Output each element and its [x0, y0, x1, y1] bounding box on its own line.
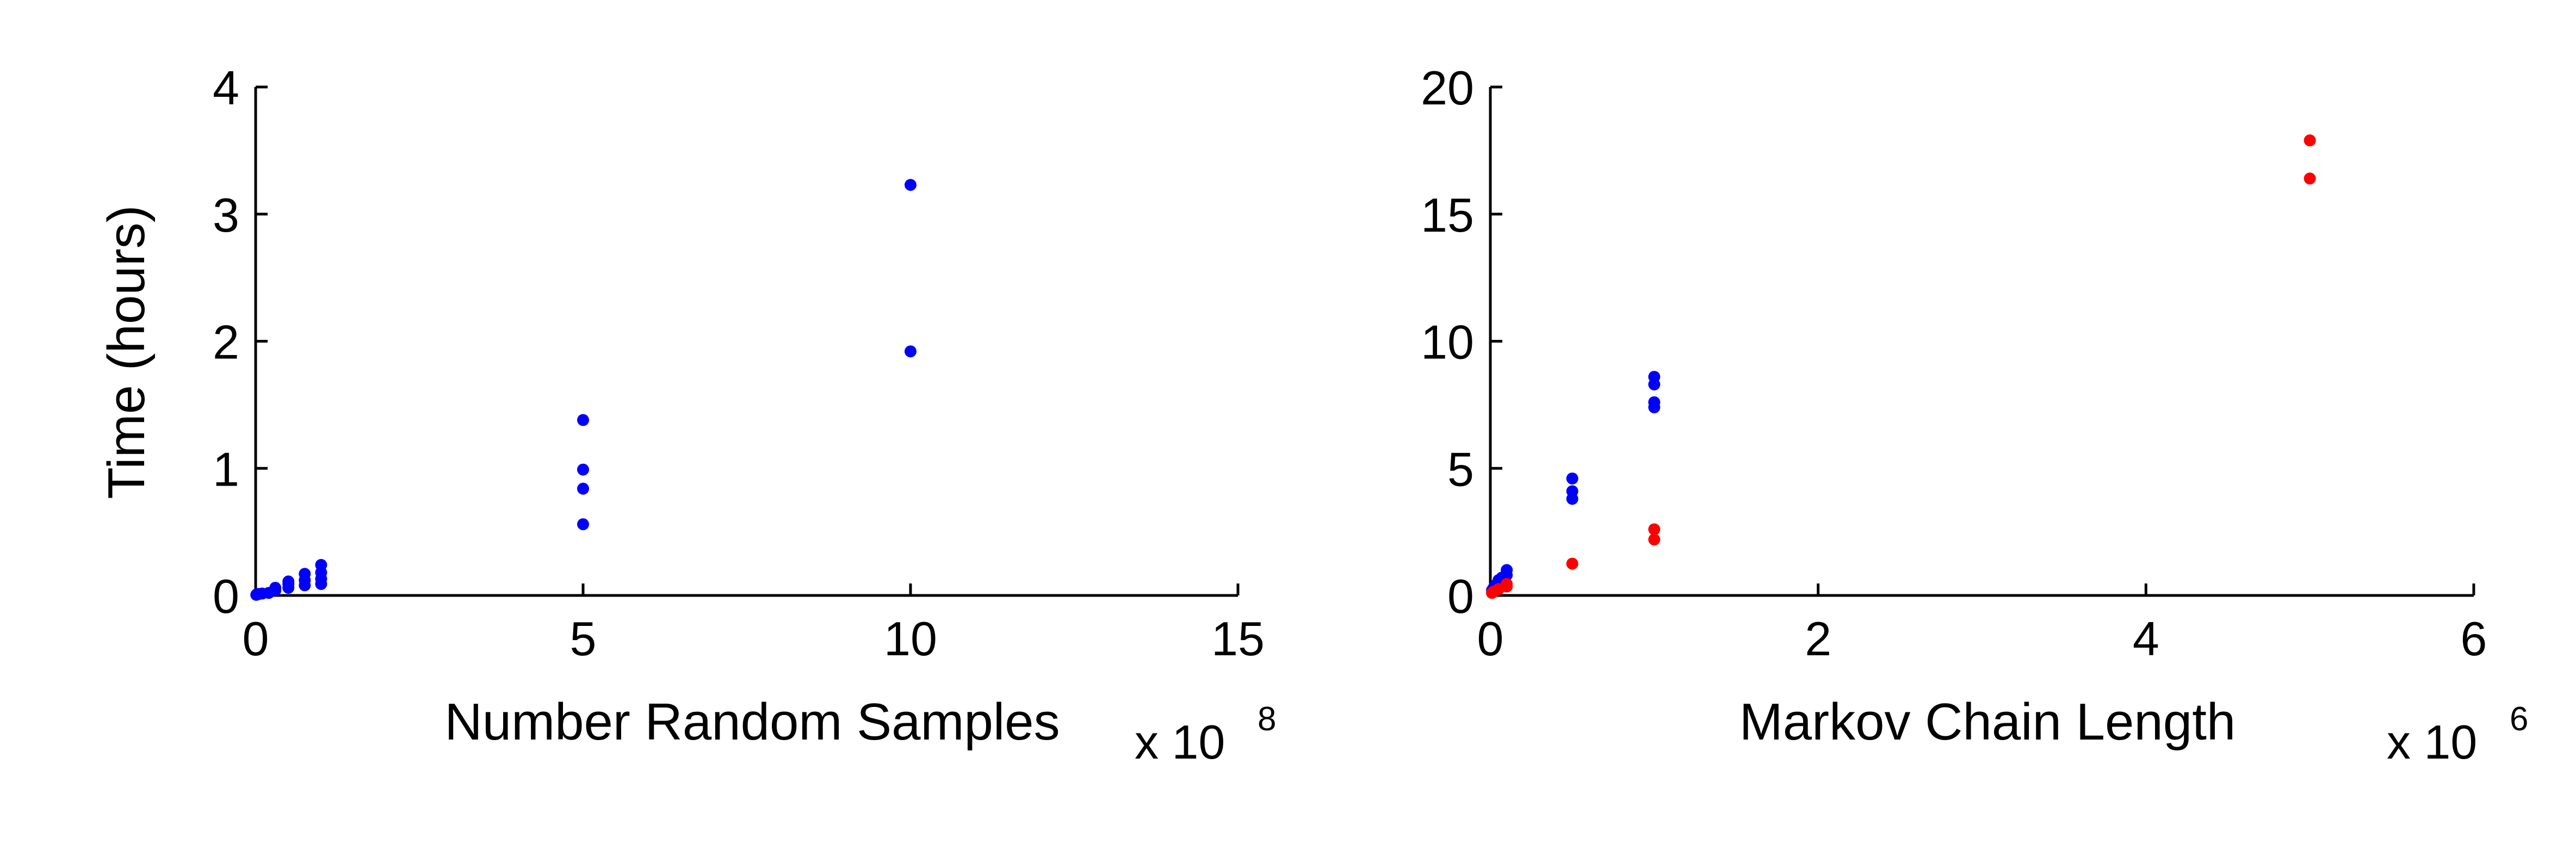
x-tick-label: 2	[1805, 612, 1831, 666]
data-point	[282, 575, 295, 588]
data-point	[2303, 134, 2316, 147]
y-tick-label: 0	[213, 569, 239, 623]
x-axis-multiplier: x 10	[1135, 715, 1225, 769]
x-axis-multiplier-exponent: 6	[2510, 700, 2528, 738]
data-point	[1566, 557, 1578, 570]
y-tick-label: 20	[1421, 61, 1474, 115]
data-point	[1566, 472, 1578, 485]
y-tick-label: 0	[1447, 569, 1474, 623]
y-axis-title: Time (hours)	[97, 205, 156, 499]
x-axis-title: Markov Chain Length	[1739, 693, 2236, 751]
x-tick-label: 15	[1211, 612, 1265, 666]
x-tick-label: 4	[2133, 612, 2159, 666]
series-0	[250, 178, 917, 601]
data-point	[1566, 485, 1578, 498]
data-point	[577, 482, 589, 495]
x-tick-label: 10	[884, 612, 937, 666]
data-point	[315, 558, 327, 571]
chart-time-vs-random-samples: 0 5 10 15 0 1 2 3 4 Number Random Samples x 10 8 Tim…	[97, 61, 1276, 769]
x-tick-label: 6	[2461, 612, 2487, 666]
x-axis-multiplier: x 10	[2387, 715, 2477, 769]
data-point	[577, 463, 589, 476]
y-tick-label: 1	[213, 442, 239, 496]
x-tick-label: 0	[243, 612, 269, 666]
data-point	[1501, 564, 1513, 576]
data-point	[905, 345, 917, 358]
data-point	[1501, 577, 1513, 590]
data-point	[577, 518, 589, 531]
x-axis-multiplier-exponent: 8	[1258, 700, 1276, 738]
x-tick-label: 0	[1477, 612, 1504, 666]
data-point	[1648, 533, 1661, 546]
y-tick-label: 4	[213, 61, 239, 115]
series-1	[1486, 134, 2316, 599]
data-point	[1648, 370, 1661, 383]
data-point	[905, 178, 917, 191]
data-point	[299, 568, 311, 580]
data-point	[577, 414, 589, 426]
x-axis-title: Number Random Samples	[444, 693, 1060, 751]
y-tick-label: 15	[1421, 188, 1474, 242]
y-tick-label: 5	[1447, 442, 1474, 496]
data-point	[1648, 396, 1661, 408]
x-tick-label: 5	[570, 612, 597, 666]
data-point	[269, 581, 282, 594]
y-tick-label: 3	[213, 188, 239, 242]
data-point	[1648, 523, 1661, 536]
y-tick-label: 10	[1421, 315, 1474, 369]
y-tick-label: 2	[213, 315, 239, 369]
data-point	[2303, 172, 2316, 185]
chart-time-vs-markov-chain-length: 0 2 4 6 0 5 10 15 20 Markov Chain Length x 10 6	[1421, 61, 2528, 769]
